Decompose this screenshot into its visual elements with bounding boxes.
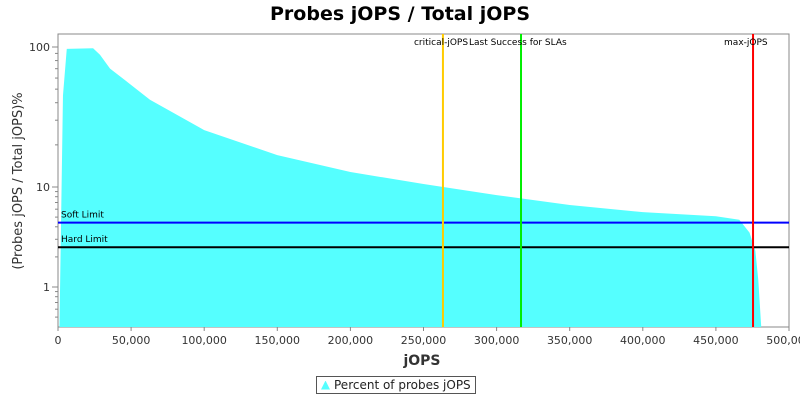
x-tick-label: 0 [55,334,62,347]
y-tick-label: 1 [43,281,50,294]
x-tick-label: 200,000 [328,334,374,347]
chart-title: Probes jOPS / Total jOPS [270,3,530,25]
vline-label: Last Success for SLAs [469,38,567,48]
x-axis-label: jOPS [402,353,440,369]
x-tick-label: 150,000 [255,334,301,347]
y-tick-label: 100 [29,41,50,54]
x-tick-label: 350,000 [547,334,593,347]
area-series [59,48,762,328]
y-axis-label: (Probes jOPS / Total jOPS)% [11,92,26,269]
hline-label: Soft Limit [61,211,104,221]
x-tick-label: 300,000 [474,334,520,347]
y-tick-label: 10 [36,181,50,194]
vline-label: max-jOPS [724,38,768,48]
hline-label: Hard Limit [61,235,108,245]
x-tick-label: 50,000 [112,334,151,347]
legend-label: Percent of probes jOPS [334,378,471,392]
vline-label: critical-jOPS [414,38,468,48]
x-tick-label: 500,000 [766,334,800,347]
legend-swatch-icon [321,380,330,390]
x-tick-label: 400,000 [620,334,666,347]
x-tick-label: 450,000 [693,334,739,347]
x-tick-label: 250,000 [401,334,447,347]
x-tick-label: 100,000 [181,334,227,347]
legend: Percent of probes jOPS [316,376,476,394]
